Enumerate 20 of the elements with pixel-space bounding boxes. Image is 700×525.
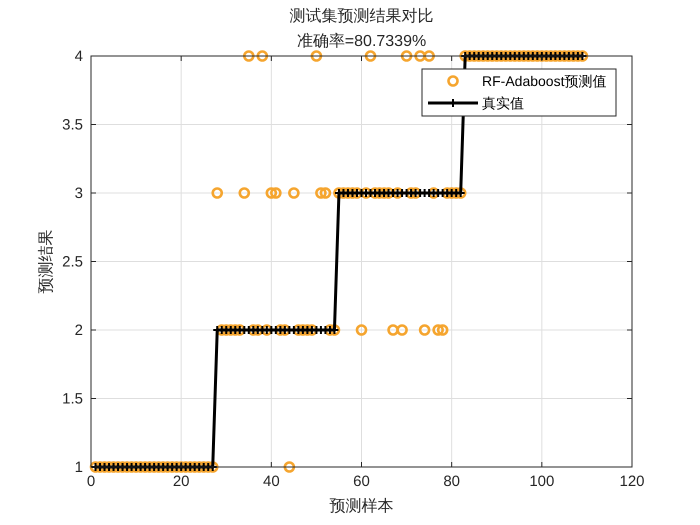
legend-label: 真实值 [482, 95, 524, 111]
y-tick-label: 2.5 [62, 254, 83, 270]
x-tick-label: 80 [443, 473, 460, 490]
chart-title: 测试集预测结果对比 [290, 7, 434, 25]
y-axis-title: 预测结果 [37, 230, 55, 294]
x-tick-label: 40 [262, 473, 280, 490]
y-tick-label: 3.5 [62, 116, 83, 134]
legend-label: RF-Adaboost预测值 [482, 73, 606, 89]
x-axis-title: 预测样本 [330, 497, 394, 515]
y-tick-label: 3 [74, 185, 83, 202]
y-tick-label: 4 [74, 48, 83, 65]
y-tick-label: 1 [74, 459, 83, 476]
x-tick-label: 20 [172, 473, 190, 490]
y-tick-label: 2 [74, 322, 83, 339]
x-tick-label: 120 [619, 473, 645, 490]
x-tick-label: 100 [529, 473, 554, 490]
x-tick-label: 0 [86, 473, 96, 490]
y-tick-label: 1.5 [62, 390, 83, 408]
x-tick-label: 60 [353, 473, 370, 490]
chart-subtitle: 准确率=80.7339% [296, 32, 426, 50]
